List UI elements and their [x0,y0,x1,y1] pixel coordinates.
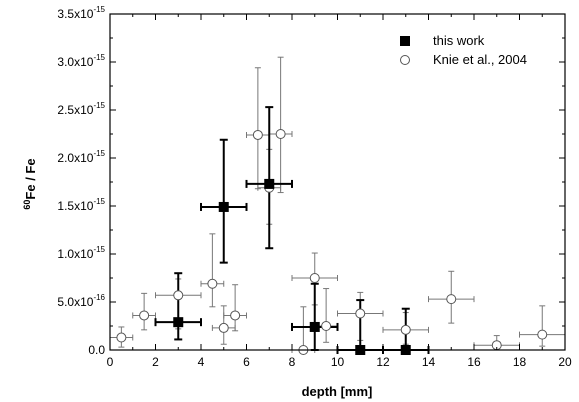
y-tick-label: 2.0x10-15 [57,149,105,165]
x-tick-label: 16 [467,355,481,369]
legend-marker-circle [400,55,410,65]
y-axis-title-main: Fe / Fe [23,158,38,199]
legend-label: this work [433,33,485,48]
knie-point [275,129,286,139]
x-tick-label: 4 [198,355,205,369]
y-tick-label: 0.0 [88,343,105,357]
x-tick-label: 20 [558,355,572,369]
knie-error-bar [200,233,225,308]
knie-point [116,332,127,343]
legend-marker-square [400,36,410,46]
knie-point [207,278,218,289]
x-tick-label: 12 [376,355,390,369]
x-axis-title: depth [mm] [302,384,373,399]
knie-point [230,310,241,321]
this-work-error-bar [200,138,248,264]
y-axis-title-superscript: 60 [22,200,32,210]
knie-error-bar [314,288,338,343]
knie-point [173,290,184,301]
knie-point [321,321,332,331]
this-work-point [264,178,275,189]
legend-item-this-work: this work [400,33,485,48]
this-work-error-bar [154,272,202,341]
knie-point [309,273,320,283]
y-tick-label: 1.0x10-15 [57,245,105,261]
legend-label: Knie et al., 2004 [433,52,527,67]
x-tick-label: 10 [331,355,345,369]
knie-point [537,329,548,340]
x-tick-label: 6 [243,355,250,369]
y-tick-label: 3.5x10-15 [57,5,105,21]
knie-error-bar [519,305,566,347]
knie-point [218,322,229,333]
y-tick-label: 2.5x10-15 [57,101,105,117]
knie-point [355,308,366,319]
legend-item-knie: Knie et al., 2004 [400,52,527,67]
y-tick-labels: 0.0 5.0x10-16 1.0x10-15 1.5x10-15 2.0x10-15 2… [57,5,105,357]
knie-error-bar [223,284,247,332]
knie-error-bar [246,67,270,190]
y-axis-title: 60Fe / Fe [22,158,38,209]
x-tick-label: 14 [422,355,436,369]
x-tick-label: 8 [289,355,296,369]
y-tick-label: 5.0x10-16 [57,293,105,309]
this-work-point [173,317,184,328]
y-tick-label: 3.0x10-15 [57,53,105,69]
y-tick-label: 1.5x10-15 [57,197,105,213]
knie-point [139,310,150,321]
error-bars [109,56,566,354]
this-work-point [218,201,229,212]
this-work-point [309,321,320,332]
x-tick-label: 2 [152,355,159,369]
x-tick-labels: 0 2 4 6 8 10 12 14 16 18 20 [107,355,572,369]
knie-point [400,324,411,335]
axis-ticks [109,13,566,351]
legend: this work Knie et al., 2004 [400,33,527,67]
x-tick-label: 0 [107,355,114,369]
knie-point [446,294,457,305]
this-work-error-bar [245,106,293,250]
this-work-error-bar [291,282,339,351]
knie-error-bar [268,56,293,194]
knie-point [252,129,263,140]
data-points [116,129,548,355]
x-tick-label: 18 [513,355,527,369]
